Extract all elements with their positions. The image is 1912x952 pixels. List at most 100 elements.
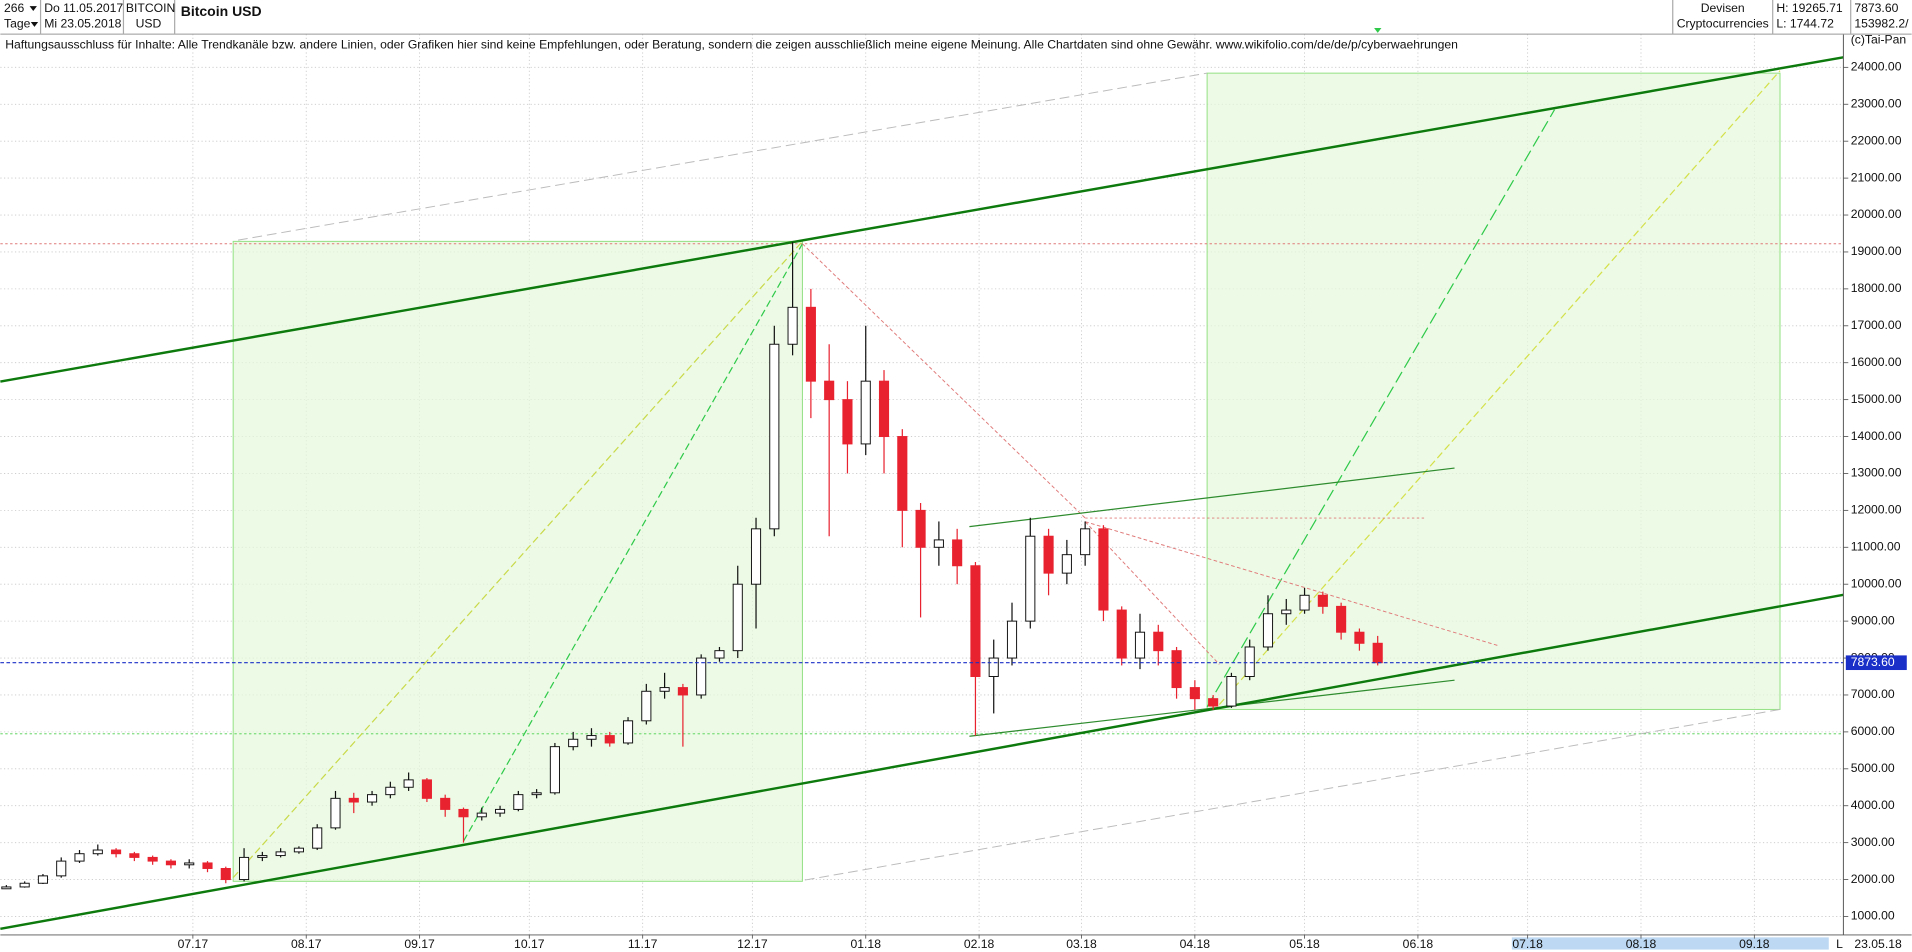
candle-body bbox=[330, 797, 341, 829]
candle-body bbox=[714, 650, 725, 659]
last-price-box bbox=[1845, 655, 1907, 671]
volume: 153982.2/ bbox=[1854, 17, 1909, 31]
candle-body bbox=[970, 565, 981, 677]
x-tick-label: 08.17 bbox=[291, 937, 322, 951]
dropdown-icon[interactable] bbox=[29, 6, 37, 11]
y-tick-label: 23000.00 bbox=[1851, 96, 1902, 110]
candle-body bbox=[1171, 650, 1182, 689]
candle-body bbox=[1281, 609, 1292, 615]
candle-body bbox=[1208, 698, 1219, 707]
period[interactable]: Tage bbox=[4, 17, 31, 31]
y-tick-label: 19000.00 bbox=[1851, 244, 1902, 258]
trend-line bbox=[1206, 109, 1556, 708]
y-tick-label: 24000.00 bbox=[1851, 60, 1902, 74]
candle-body bbox=[458, 808, 469, 818]
candle-body bbox=[622, 720, 634, 744]
candle-body bbox=[165, 860, 176, 866]
candle-body bbox=[37, 875, 49, 884]
y-tick-label: 17000.00 bbox=[1851, 318, 1902, 332]
candle-body bbox=[1061, 554, 1072, 574]
candle-body bbox=[732, 583, 743, 652]
header: 266 Tage Do 11.05.2017 Mi 23.05.2018 BIT… bbox=[4, 0, 1909, 35]
candle-body bbox=[367, 794, 378, 803]
candle-body bbox=[933, 539, 944, 548]
candle-body bbox=[750, 528, 762, 585]
candle-body bbox=[531, 792, 542, 796]
candle-body bbox=[659, 687, 670, 692]
candle-body bbox=[257, 855, 268, 858]
x-tick-label: 11.17 bbox=[628, 937, 658, 951]
date-to: Mi 23.05.2018 bbox=[44, 17, 121, 31]
candle-body bbox=[1116, 609, 1127, 659]
y-tick-label: 9000.00 bbox=[1851, 613, 1895, 627]
candle-body bbox=[1336, 605, 1347, 633]
candle-body bbox=[915, 509, 926, 548]
candle-body bbox=[19, 882, 30, 888]
y-tick-label: 14000.00 bbox=[1851, 429, 1902, 443]
last-price-label: 7873.60 bbox=[1851, 655, 1895, 669]
candle-body bbox=[513, 794, 524, 810]
y-tick-label: 3000.00 bbox=[1851, 835, 1895, 849]
y-tick-label: 10000.00 bbox=[1851, 576, 1902, 590]
candle-body bbox=[677, 687, 688, 696]
disclaimer: Haftungsausschluss für Inhalte: Alle Tre… bbox=[5, 37, 1458, 51]
candle-body bbox=[74, 853, 85, 862]
y-tick-label: 5000.00 bbox=[1851, 761, 1895, 775]
candle-body bbox=[111, 849, 122, 855]
candle-body bbox=[147, 856, 158, 862]
date-from: Do 11.05.2017 bbox=[44, 1, 123, 15]
trend-line bbox=[802, 243, 1086, 519]
y-tick-label: 6000.00 bbox=[1851, 724, 1895, 738]
candle-body bbox=[1025, 535, 1036, 622]
candle-body bbox=[1262, 613, 1274, 648]
candle-body bbox=[824, 380, 835, 401]
count[interactable]: 266 bbox=[4, 1, 25, 15]
y-tick-label: 20000.00 bbox=[1851, 207, 1902, 221]
x-tick-label: 05.18 bbox=[1289, 937, 1320, 951]
candle-body bbox=[549, 746, 560, 794]
candle-body bbox=[293, 847, 304, 853]
candle-body bbox=[1244, 646, 1255, 677]
y-tick-label: 18000.00 bbox=[1851, 281, 1902, 295]
y-tick-label: 7000.00 bbox=[1851, 687, 1895, 701]
trend-channel bbox=[0, 593, 1844, 931]
zone bbox=[232, 240, 803, 882]
candle-body bbox=[1354, 631, 1365, 644]
candle-body bbox=[403, 779, 414, 788]
candle-body bbox=[604, 735, 615, 744]
x-tick-label: 03.18 bbox=[1066, 937, 1097, 951]
x-tick-label: 01.18 bbox=[851, 937, 882, 951]
currency: USD bbox=[136, 17, 162, 31]
trend-line bbox=[1218, 70, 1781, 705]
candle-body bbox=[1080, 528, 1091, 556]
dropdown-icon[interactable] bbox=[30, 21, 39, 27]
y-tick-label: 2000.00 bbox=[1851, 872, 1895, 886]
x-tick-label: 12.17 bbox=[737, 937, 768, 951]
scrollbar[interactable] bbox=[1511, 937, 1829, 950]
marker bbox=[1374, 28, 1382, 33]
candle-body bbox=[988, 657, 999, 677]
candle-body bbox=[1043, 535, 1054, 574]
scale-mode[interactable]: L bbox=[1836, 937, 1843, 951]
y-tick-label: 4000.00 bbox=[1851, 798, 1895, 812]
copyright: (c)Tai-Pan bbox=[1851, 32, 1906, 46]
candle-body bbox=[696, 657, 707, 696]
x-tick-label: 06.18 bbox=[1403, 937, 1434, 951]
candle-body bbox=[1189, 687, 1200, 700]
trend-line bbox=[1085, 521, 1500, 647]
candle-body bbox=[952, 539, 963, 567]
candle-body bbox=[275, 851, 286, 857]
candle-body bbox=[897, 436, 908, 511]
candle-body bbox=[1226, 676, 1237, 707]
candle-body bbox=[805, 306, 816, 382]
candle-body bbox=[56, 860, 67, 877]
trend-line bbox=[463, 243, 803, 842]
x-tick-label: 07.17 bbox=[178, 937, 209, 951]
candle-body bbox=[421, 779, 432, 799]
candle-body bbox=[312, 827, 323, 849]
candle-body bbox=[1372, 642, 1383, 664]
annotations bbox=[0, 56, 1844, 931]
candle-body bbox=[1153, 631, 1164, 652]
y-tick-label: 1000.00 bbox=[1851, 909, 1895, 923]
